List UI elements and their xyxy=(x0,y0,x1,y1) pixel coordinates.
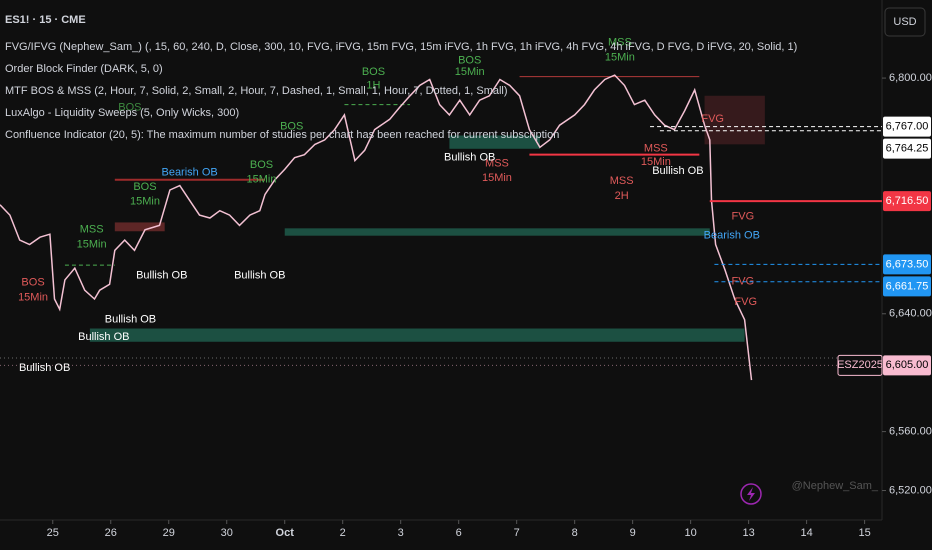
watermark: @Nephew_Sam_ xyxy=(792,480,879,492)
annotation: 15Min xyxy=(18,291,48,303)
annotation: Bullish OB xyxy=(444,152,495,164)
annotation: BOS xyxy=(250,159,273,171)
annotation: 15Min xyxy=(455,66,485,78)
annotation: BOS xyxy=(118,101,141,113)
x-tick-label: 10 xyxy=(685,527,697,539)
x-tick-label: 13 xyxy=(743,527,755,539)
x-tick-label: 26 xyxy=(105,527,117,539)
annotation: MSS xyxy=(644,143,668,155)
indicator-label: Confluence Indicator (20, 5): The maximu… xyxy=(5,129,559,141)
zone xyxy=(89,328,745,342)
annotation: BOS xyxy=(133,181,156,193)
price-label: 6,767.00 xyxy=(886,121,929,133)
annotation: BOS xyxy=(362,66,385,78)
annotation: MSS xyxy=(485,157,509,169)
alert-icon-bolt xyxy=(747,487,755,501)
plot-area: BOS15MinMSS15MinBOSBOS15MinBOSBOS1HBOS15… xyxy=(0,37,882,381)
annotation: MSS xyxy=(80,224,104,236)
price-label-box xyxy=(883,191,931,212)
x-tick-label: 6 xyxy=(456,527,462,539)
x-tick-label: Oct xyxy=(276,527,295,539)
annotation: FVG xyxy=(701,113,724,125)
annotation: 15Min xyxy=(77,238,107,250)
zone xyxy=(704,95,765,145)
x-tick-label: 15 xyxy=(858,527,870,539)
x-tick-label: 9 xyxy=(630,527,636,539)
annotation: BOS xyxy=(21,277,44,289)
zone xyxy=(449,135,540,149)
annotation: 15Min xyxy=(605,51,635,63)
price-line xyxy=(0,74,753,381)
annotation: 1H xyxy=(366,79,380,91)
indicator-label: MTF BOS & MSS (2, Hour, 7, Solid, 2, Sma… xyxy=(5,85,508,97)
price-label-box xyxy=(883,355,931,376)
x-tick-label: 30 xyxy=(221,527,233,539)
annotation: 15Min xyxy=(130,196,160,208)
price-label: 6,764.25 xyxy=(886,143,929,155)
x-tick-label: 25 xyxy=(47,527,59,539)
annotation: Bearish OB xyxy=(161,166,217,178)
zone xyxy=(114,222,165,232)
indicator-label: Order Block Finder (DARK, 5, 0) xyxy=(5,63,163,75)
symbol: ES1! · 15 · CME xyxy=(5,14,86,26)
indicator-label: LuxAlgo - Liquidity Sweeps (5, Only Wick… xyxy=(5,107,239,119)
annotation: 2H xyxy=(615,190,629,202)
y-tick-label: 6,800.00 xyxy=(889,72,932,84)
price-label: 6,605.00 xyxy=(886,359,929,371)
x-tick-label: 29 xyxy=(163,527,175,539)
annotation: MSS xyxy=(610,175,634,187)
zone xyxy=(284,228,710,236)
annotation: 15Min xyxy=(247,174,277,186)
annotation: MSS xyxy=(608,37,632,49)
x-tick-label: 14 xyxy=(800,527,812,539)
price-label: 6,661.75 xyxy=(886,280,929,292)
x-tick-label: 8 xyxy=(572,527,578,539)
annotation: 15Min xyxy=(482,172,512,184)
annotation: BOS xyxy=(458,54,481,66)
alert-icon[interactable] xyxy=(740,483,762,505)
price-label-box xyxy=(883,138,931,159)
y-tick-label: 6,520.00 xyxy=(889,484,932,496)
indicator-label: FVG/IFVG (Nephew_Sam_) (, 15, 60, 240, D… xyxy=(5,41,797,53)
x-tick-label: 3 xyxy=(398,527,404,539)
price-label-box xyxy=(883,276,931,297)
price-label: 6,673.50 xyxy=(886,258,929,270)
price-label: 6,716.50 xyxy=(886,195,929,207)
indicator-legend: FVG/IFVG (Nephew_Sam_) (, 15, 60, 240, D… xyxy=(5,41,797,141)
annotation: Bullish OB xyxy=(19,362,70,374)
currency-button[interactable] xyxy=(884,7,926,37)
annotation: Bullish OB xyxy=(652,165,703,177)
annotation: Bullish OB xyxy=(136,269,187,281)
annotation: FVG xyxy=(732,210,755,222)
annotation: Bullish OB xyxy=(105,314,156,326)
annotation: Bearish OB xyxy=(704,230,760,242)
currency: USD xyxy=(893,16,916,28)
y-tick-label: 6,560.00 xyxy=(889,426,932,438)
x-tick-label: 2 xyxy=(340,527,346,539)
annotation: Bullish OB xyxy=(78,331,129,343)
annotation: BOS xyxy=(280,121,303,133)
price-label-box xyxy=(883,116,931,137)
y-tick-label: 6,640.00 xyxy=(889,308,932,320)
symbol-tag: ESZ2025 xyxy=(837,359,883,371)
x-tick-label: 7 xyxy=(514,527,520,539)
annotation: FVG xyxy=(734,296,757,308)
price-label-box xyxy=(883,254,931,275)
symbol-tag-box xyxy=(837,354,883,376)
annotation: Bullish OB xyxy=(234,269,285,281)
annotation: 15Min xyxy=(641,156,671,168)
